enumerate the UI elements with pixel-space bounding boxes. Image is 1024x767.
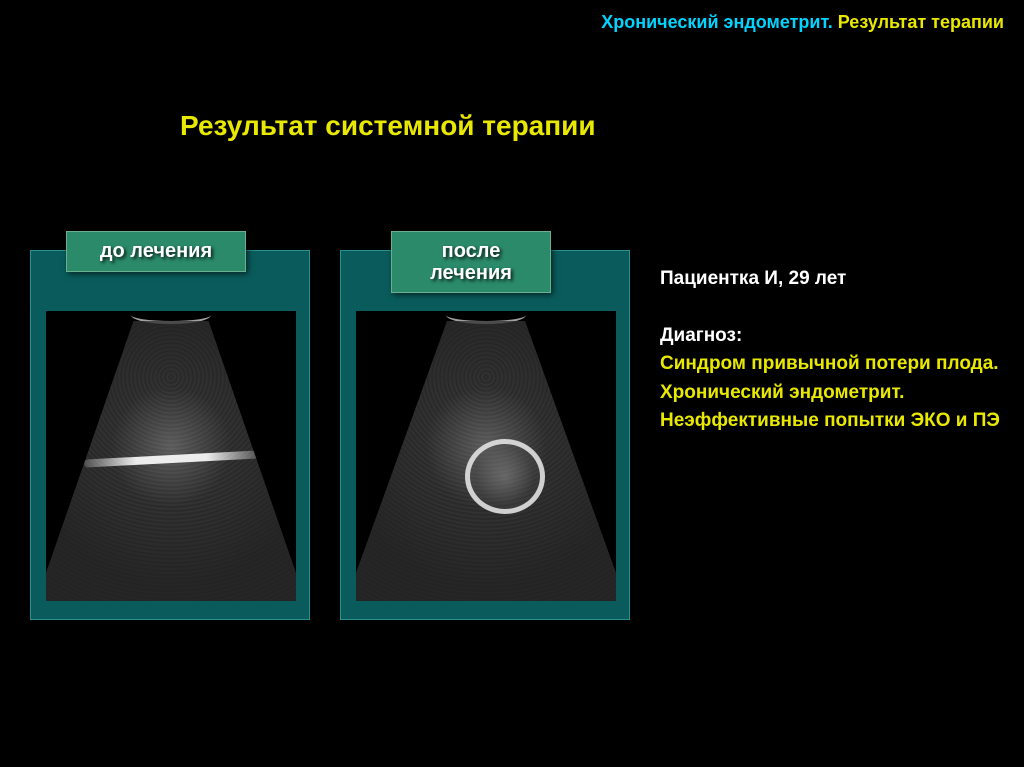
patient-intro: Пациентка И, 29 лет [660,265,1000,294]
header-result: Результат терапии [838,12,1004,32]
ultrasound-texture [356,321,616,601]
panel-after-treatment: после лечения [340,250,630,620]
ultrasound-texture [46,321,296,601]
slide-header: Хронический эндометрит. Результат терапи… [601,12,1004,33]
diagnosis-text: Синдром привычной потери плода. Хроничес… [660,350,1000,436]
ultrasound-image-before [46,311,296,601]
ultrasound-image-after [356,311,616,601]
patient-info-block: Пациентка И, 29 лет Диагноз: Синдром при… [660,265,1000,436]
label-before: до лечения [66,231,246,272]
diagnosis-label: Диагноз: [660,322,1000,351]
ultrasound-cone [356,321,616,601]
label-after: после лечения [391,231,551,293]
slide-subtitle: Результат системной терапии [180,110,596,142]
ultrasound-cone [46,321,296,601]
header-condition: Хронический эндометрит. [601,12,833,32]
panel-before-treatment: до лечения [30,250,310,620]
